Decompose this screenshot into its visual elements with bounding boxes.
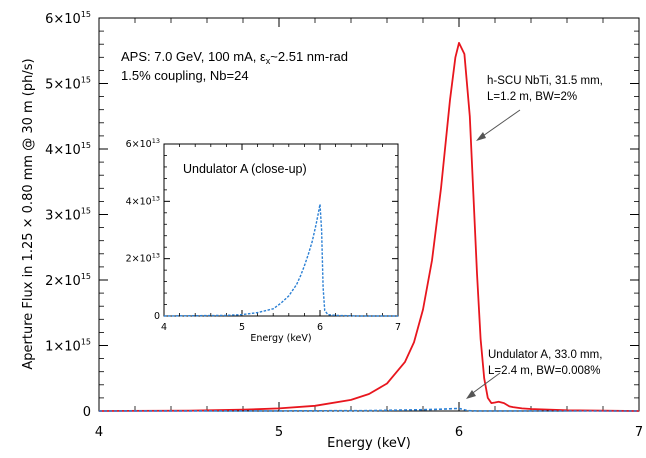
main-y-tick-label: 3×1015 [45, 207, 91, 224]
inset-x-tick-label: 4 [161, 322, 167, 333]
main-y-tick-label: 2×1015 [45, 272, 91, 289]
und-annotation-line-2: L=2.4 m, BW=0.008% [488, 365, 601, 377]
main-y-tick-label: 1×1015 [45, 338, 91, 355]
main-ticks: 4 5 6 7 0 1×1015 2×1015 3×1015 4×1015 5×1015 6×101… [45, 10, 643, 440]
main-x-tick-label: 4 [95, 425, 103, 440]
main-y-tick-label: 4×1015 [45, 141, 91, 158]
scu-arrow-head [476, 132, 486, 141]
und-arrow [469, 372, 501, 396]
params-line-2: 1.5% coupling, Nb=24 [121, 68, 249, 83]
inset-x-tick-label: 6 [317, 322, 323, 333]
inset-series-line-0 [163, 203, 398, 317]
inset-title: Undulator A (close-up) [183, 162, 307, 176]
main-series [98, 42, 640, 412]
main-y-tick-label: 0 [83, 405, 91, 420]
inset-x-tick-label: 7 [395, 322, 401, 333]
scu-annotation-line-1: h-SCU NbTi, 31.5 mm, [487, 75, 603, 87]
main-series-line-0 [98, 42, 640, 412]
main-series-line-1 [98, 407, 639, 412]
inset-y-tick-label: 2×1013 [126, 252, 160, 265]
inset-ticks: 4 5 6 7 0 2×1013 4×1013 6×1013 [126, 137, 401, 333]
inset-series [163, 203, 398, 317]
y-axis-title: Aperture Flux in 1.25 × 0.80 mm @ 30 m (… [21, 58, 36, 369]
main-y-tick-label: 6×1015 [45, 10, 91, 27]
inset-x-tick-label: 5 [239, 322, 245, 333]
inset-x-axis-title: Energy (keV) [250, 333, 311, 344]
und-arrow-head [466, 390, 476, 399]
main-x-tick-label: 7 [635, 425, 643, 440]
inset-y-tick-label: 6×1013 [126, 137, 160, 150]
x-axis-title: Energy (keV) [327, 436, 411, 451]
main-y-tick-label: 5×1015 [45, 76, 91, 93]
inset-plot-frame [163, 143, 399, 317]
scu-annotation-line-2: L=1.2 m, BW=2% [487, 91, 577, 103]
inset-y-tick-label: 0 [154, 311, 160, 322]
main-x-tick-label: 6 [455, 425, 463, 440]
params-line-1: APS: 7.0 GeV, 100 mA, εx~2.51 nm-rad [121, 49, 348, 66]
main-x-tick-label: 5 [275, 425, 283, 440]
und-annotation-line-1: Undulator A, 33.0 mm, [488, 349, 602, 361]
inset-y-tick-label: 4×1013 [126, 194, 160, 207]
scu-arrow [479, 109, 521, 139]
